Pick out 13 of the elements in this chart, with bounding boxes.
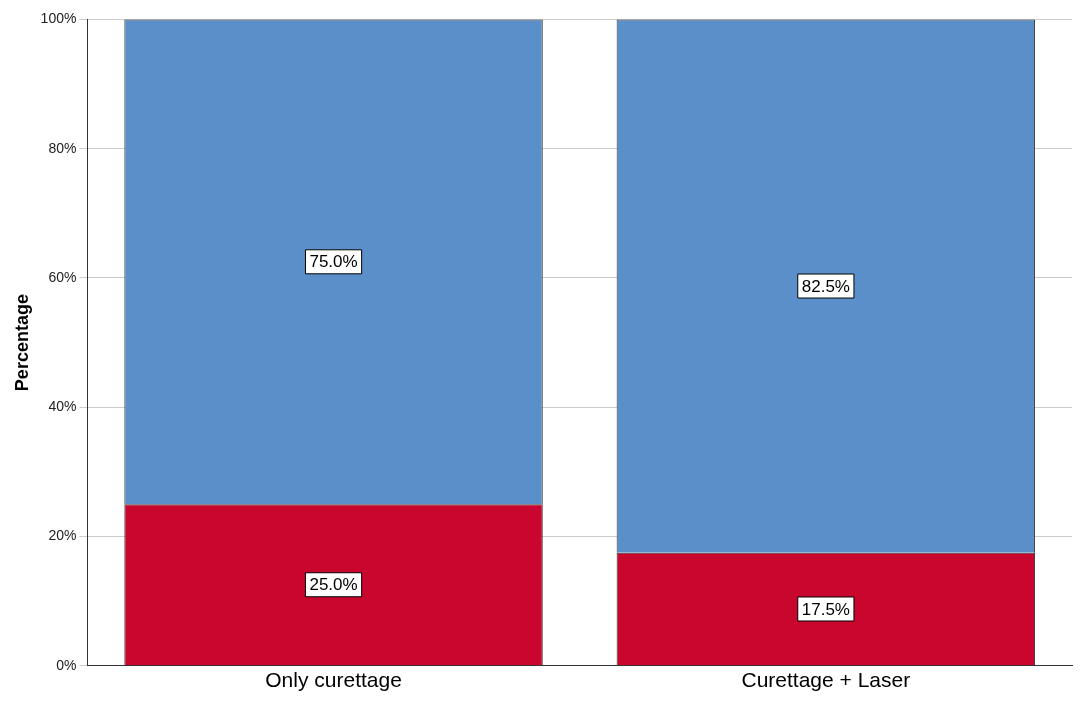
y-axis-title: Percentage: [11, 294, 32, 392]
y-tick-label: 40%: [48, 398, 77, 415]
y-tick-label: 80%: [48, 139, 77, 156]
x-tick-label: Curettage + Laser: [741, 668, 911, 692]
y-tick-label: 0%: [56, 656, 77, 673]
data-label: 25.0%: [309, 575, 358, 595]
data-label: 17.5%: [801, 599, 850, 619]
y-tick-label: 20%: [48, 527, 77, 544]
data-label: 82.5%: [801, 276, 850, 296]
data-label: 75.0%: [309, 252, 358, 272]
y-tick-label: 60%: [48, 268, 77, 285]
y-tick-label: 100%: [40, 10, 77, 27]
x-tick-label: Only curettage: [265, 668, 402, 692]
